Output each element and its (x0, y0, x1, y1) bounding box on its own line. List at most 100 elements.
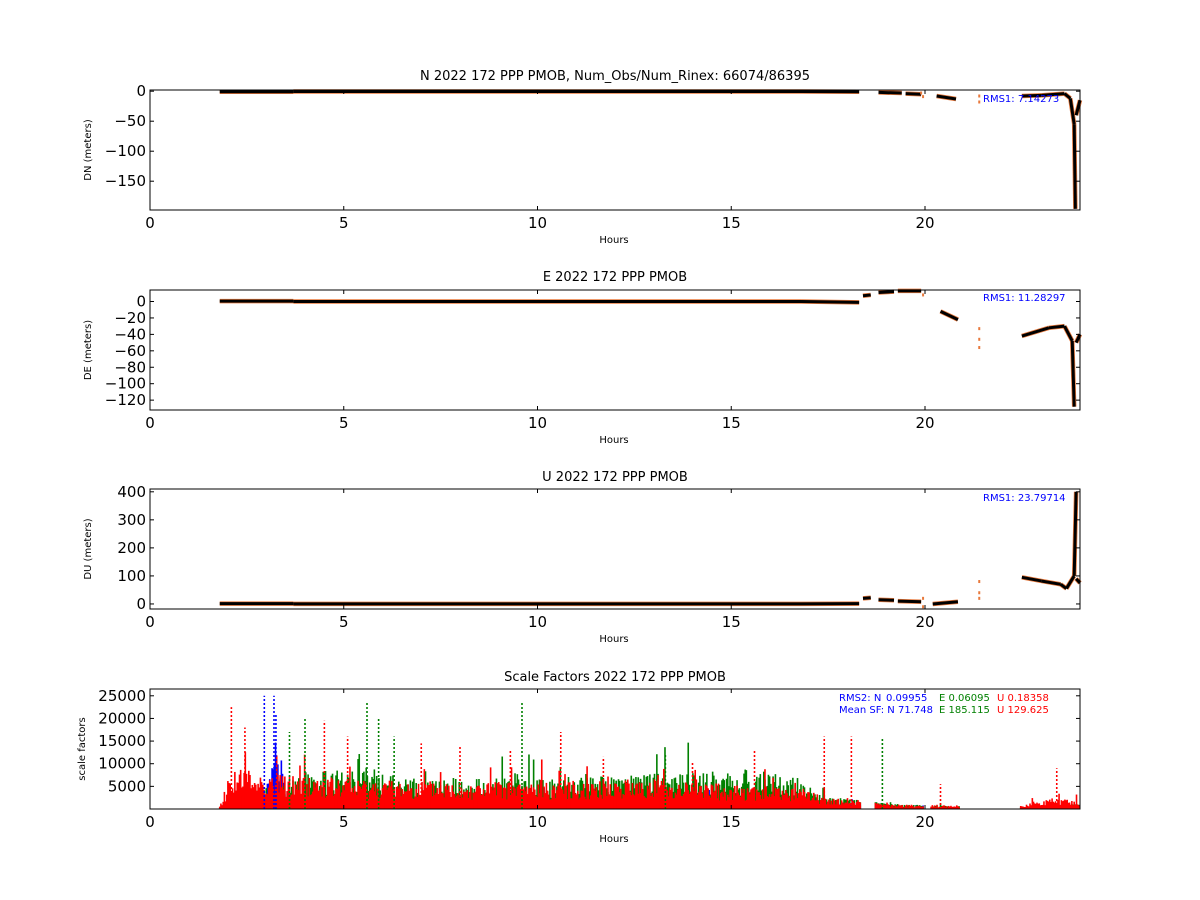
east-outlier-point (922, 293, 925, 297)
north-x-tick-label: 5 (339, 214, 349, 232)
up-title: U 2022 172 PPP PMOB (542, 470, 688, 485)
north-segment (905, 92, 922, 96)
north-segment (1063, 92, 1072, 100)
north-segment (1074, 99, 1082, 116)
north-x-label: Hours (599, 235, 628, 246)
up-segment (1072, 491, 1078, 576)
scale-factors-axes-frame (149, 688, 1081, 810)
up-x-tick-label: 10 (528, 613, 547, 631)
up-y-ticks: 0 100 200 300 400 (117, 483, 1080, 613)
east-segment (1063, 325, 1074, 342)
up-segment (1040, 579, 1061, 586)
north-x-tick-label: 10 (528, 214, 547, 232)
east-x-tick-label: 5 (339, 414, 349, 432)
east-segment (939, 310, 959, 321)
rms2-e-value: E 0.06095 (939, 693, 990, 704)
up-y-tick-label: 0 (136, 595, 146, 613)
north-axes-frame (149, 89, 1081, 211)
east-marks (219, 288, 1083, 407)
up-x-tick-label: 0 (145, 613, 155, 631)
north-y-tick-label: 0 (136, 82, 146, 100)
east-y-tick-label: −80 (114, 358, 146, 376)
east-y-tick-label: −60 (114, 342, 146, 360)
east-y-tick-label: −120 (105, 391, 146, 409)
up-rms-annotation: RMS1: 23.79714 (983, 493, 1066, 504)
up-y-tick-label: 300 (117, 511, 146, 529)
scale-factors-x-tick-label: 15 (722, 813, 741, 831)
east-x-ticks: 0 5 10 15 20 (145, 290, 935, 432)
east-segment (878, 290, 895, 294)
north-segment (936, 94, 957, 101)
east-y-tick-label: −20 (114, 309, 146, 327)
up-y-tick-label: 200 (117, 539, 146, 557)
north-segment (1021, 93, 1042, 98)
east-rms-annotation: RMS1: 11.28297 (983, 293, 1066, 304)
up-x-ticks: 0 5 10 15 20 (145, 489, 935, 631)
east-segment (862, 293, 871, 298)
scale-factors-y-ticks: 5000 10000 15000 20000 25000 (98, 687, 1080, 795)
east-title: E 2022 172 PPP PMOB (543, 270, 687, 285)
east-y-tick-label: 0 (136, 293, 146, 311)
scale-factors-x-tick-label: 20 (915, 813, 934, 831)
scale-factors-x-ticks: 0 5 10 15 20 (145, 689, 935, 831)
mean-sf-u-value: U 129.625 (997, 705, 1049, 716)
east-segment (1070, 340, 1076, 407)
series-U (218, 752, 1080, 809)
east-segment (800, 300, 860, 304)
up-segment (862, 596, 871, 600)
scale-factors-y-tick-label: 15000 (98, 732, 146, 750)
north-x-tick-label: 0 (145, 214, 155, 232)
up-panel: U 2022 172 PPP PMOB 0 100 200 300 400 0 5 10 15… (83, 470, 1082, 645)
east-y-tick-label: −100 (105, 375, 146, 393)
mean-sf-n-value: 71.748 (898, 705, 933, 716)
scale-factors-x-tick-label: 10 (528, 813, 547, 831)
rms2-u-value: U 0.18358 (997, 693, 1049, 704)
north-x-ticks: 0 5 10 15 20 (145, 90, 935, 232)
up-x-tick-label: 15 (722, 613, 741, 631)
north-segment (878, 90, 902, 95)
north-segment (1041, 92, 1065, 97)
east-outlier-point (978, 346, 981, 350)
north-outlier-point (920, 91, 923, 95)
north-outlier-point (922, 95, 925, 99)
north-segment (1072, 124, 1077, 209)
scale-factors-x-tick-label: 0 (145, 813, 155, 831)
up-segment (1075, 577, 1082, 584)
north-x-tick-label: 15 (722, 214, 741, 232)
scale-factors-annotations: RMS2: N 0.09955 E 0.06095 U 0.18358 Mean… (839, 693, 1049, 716)
up-x-tick-label: 5 (339, 613, 349, 631)
up-y-label: DU (meters) (83, 518, 94, 579)
north-y-tick-label: −150 (105, 172, 146, 190)
scale-factors-panel: Scale Factors 2022 172 PPP PMOB 50001000… (77, 670, 1081, 845)
east-x-label: Hours (599, 435, 628, 446)
east-axes-frame (149, 289, 1081, 411)
mean-sf-label: Mean SF: N (839, 705, 895, 716)
east-segment (1074, 333, 1082, 344)
east-x-tick-label: 15 (722, 414, 741, 432)
north-x-tick-label: 20 (915, 214, 934, 232)
east-segment (1048, 324, 1065, 330)
rms2-n-value: 0.09955 (886, 693, 927, 704)
north-y-tick-label: −50 (114, 112, 146, 130)
scale-factors-y-tick-label: 25000 (98, 687, 146, 705)
rms2-label: RMS2: N (839, 693, 881, 704)
east-x-tick-label: 20 (915, 414, 934, 432)
north-panel: N 2022 172 PPP PMOB, Num_Obs/Num_Rinex: … (83, 69, 1083, 246)
up-segment (932, 600, 959, 606)
east-outlier-point (978, 337, 981, 341)
up-segment (1021, 575, 1042, 583)
up-outlier-point (978, 580, 981, 584)
up-segment (1065, 575, 1076, 590)
east-segment (1021, 326, 1050, 338)
mean-sf-e-value: E 185.115 (939, 705, 990, 716)
north-segment (1068, 98, 1076, 125)
up-outlier-point (922, 596, 925, 600)
east-y-label: DE (meters) (83, 320, 94, 380)
east-y-ticks: 0−20−40−60−80−100−120 (105, 293, 1080, 409)
north-rms-annotation: RMS1: 7.14273 (983, 94, 1059, 105)
up-x-label: Hours (599, 634, 628, 645)
scale-factors-y-tick-label: 5000 (108, 777, 146, 795)
scale-factors-y-tick-label: 10000 (98, 755, 146, 773)
